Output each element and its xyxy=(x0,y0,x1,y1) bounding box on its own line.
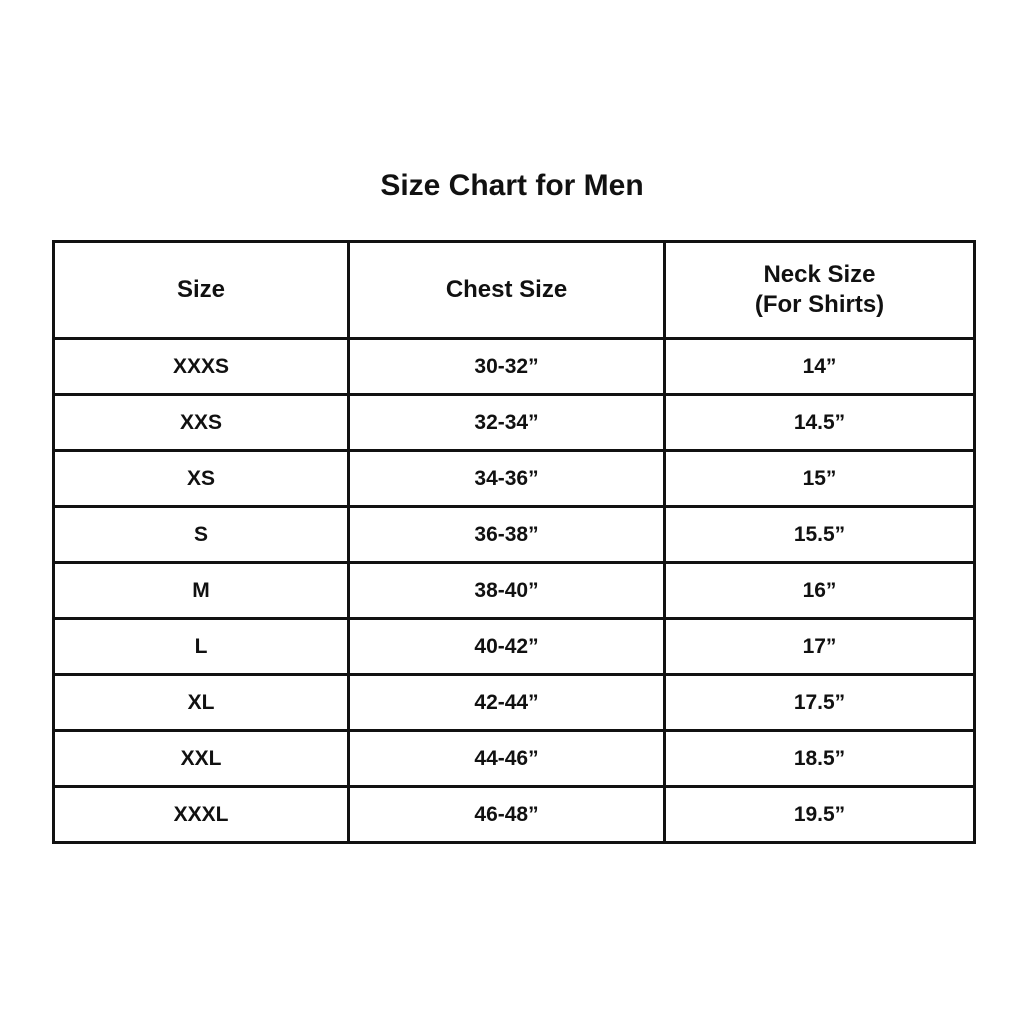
cell-size: XXXL xyxy=(52,785,350,844)
cell-chest-size: 46-48” xyxy=(347,785,666,844)
column-header-size-label: Size xyxy=(176,276,226,303)
table-header: Size Chest Size Neck Size (For Shirts) xyxy=(52,240,976,340)
column-header-chest-size-label: Chest Size xyxy=(445,276,568,303)
table-row: S 36-38” 15.5” xyxy=(52,505,976,564)
cell-size: XS xyxy=(52,449,350,508)
cell-neck-size: 17” xyxy=(663,617,976,676)
cell-chest-size: 30-32” xyxy=(347,337,666,396)
table-row: XXS 32-34” 14.5” xyxy=(52,393,976,452)
column-header-chest-size: Chest Size xyxy=(347,240,666,340)
cell-chest-size: 36-38” xyxy=(347,505,666,564)
table-row: M 38-40” 16” xyxy=(52,561,976,620)
table-row: XS 34-36” 15” xyxy=(52,449,976,508)
cell-size: XL xyxy=(52,673,350,732)
cell-chest-size: 40-42” xyxy=(347,617,666,676)
cell-size: XXXS xyxy=(52,337,350,396)
table-row: L 40-42” 17” xyxy=(52,617,976,676)
cell-neck-size: 15.5” xyxy=(663,505,976,564)
cell-neck-size: 16” xyxy=(663,561,976,620)
cell-chest-size: 42-44” xyxy=(347,673,666,732)
column-header-neck-size: Neck Size (For Shirts) xyxy=(663,240,976,340)
column-header-neck-size-sublabel: (For Shirts) xyxy=(754,291,885,318)
cell-size: XXL xyxy=(52,729,350,788)
table-header-row: Size Chest Size Neck Size (For Shirts) xyxy=(52,240,976,340)
page-title: Size Chart for Men xyxy=(380,169,644,202)
size-chart-table: Size Chest Size Neck Size (For Shirts) X… xyxy=(52,240,976,844)
cell-neck-size: 14” xyxy=(663,337,976,396)
cell-size: M xyxy=(52,561,350,620)
cell-chest-size: 44-46” xyxy=(347,729,666,788)
cell-neck-size: 18.5” xyxy=(663,729,976,788)
column-header-size: Size xyxy=(52,240,350,340)
table-row: XL 42-44” 17.5” xyxy=(52,673,976,732)
table-row: XXXL 46-48” 19.5” xyxy=(52,785,976,844)
table-row: XXL 44-46” 18.5” xyxy=(52,729,976,788)
cell-neck-size: 17.5” xyxy=(663,673,976,732)
cell-size: XXS xyxy=(52,393,350,452)
cell-neck-size: 15” xyxy=(663,449,976,508)
table-body: XXXS 30-32” 14” XXS 32-34” 14.5” XS 34-36” 15” S 3… xyxy=(52,337,976,844)
cell-chest-size: 32-34” xyxy=(347,393,666,452)
cell-chest-size: 34-36” xyxy=(347,449,666,508)
cell-size: S xyxy=(52,505,350,564)
cell-neck-size: 14.5” xyxy=(663,393,976,452)
cell-chest-size: 38-40” xyxy=(347,561,666,620)
column-header-neck-size-label: Neck Size xyxy=(763,261,876,288)
cell-size: L xyxy=(52,617,350,676)
cell-neck-size: 19.5” xyxy=(663,785,976,844)
table-row: XXXS 30-32” 14” xyxy=(52,337,976,396)
